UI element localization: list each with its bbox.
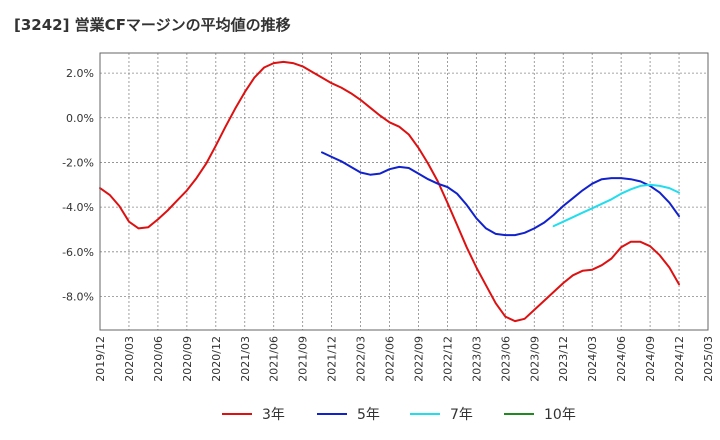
x-tick-label: 2022/06 [384,336,397,382]
x-tick-label: 2020/06 [152,336,165,382]
x-tick-label: 2021/09 [297,336,310,382]
legend-label: 7年 [450,407,473,423]
x-tick-label: 2020/12 [210,336,223,382]
y-tick-label: -8.0% [62,290,94,303]
legend-item-3: 10年 [504,407,576,423]
x-tick-label: 2023/12 [557,336,570,382]
legend-label: 5年 [357,407,380,423]
x-tick-label: 2021/06 [268,336,281,382]
x-tick-label: 2022/12 [441,336,454,382]
plot-frame [99,52,709,331]
x-tick-label: 2020/03 [123,336,136,382]
x-tick-label: 2021/03 [239,336,252,382]
x-axis-ticks: 2019/12 2020/03 2020/06 2020/09 2020/12 2021/… [94,336,715,382]
series-line-0 [99,60,680,323]
y-tick-label: -6.0% [62,246,94,259]
x-tick-label: 2022/03 [355,336,368,382]
x-tick-label: 2023/06 [499,336,512,382]
chart-title: [3242] 営業CFマージンの平均値の推移 [14,16,291,34]
y-axis-ticks: 2.0% 0.0% -2.0% -4.0% -6.0% -8.0% [62,67,94,303]
legend: 3年 5年 7年 10年 [222,407,576,423]
x-tick-label: 2024/09 [644,336,657,382]
legend-label: 10年 [544,407,576,423]
legend-item-2: 7年 [410,407,473,423]
legend-item-0: 3年 [222,407,285,423]
x-tick-label: 2023/09 [528,336,541,382]
legend-label: 3年 [262,407,285,423]
series-line-1 [321,151,680,237]
x-tick-label: 2024/06 [615,336,628,382]
grid [99,53,709,330]
y-tick-label: 0.0% [66,112,94,125]
legend-item-1: 5年 [317,407,380,423]
y-tick-label: -2.0% [62,156,94,169]
series-lines [99,60,680,323]
x-tick-label: 2024/12 [673,336,686,382]
x-tick-label: 2025/03 [702,336,715,382]
y-tick-label: -4.0% [62,201,94,214]
x-tick-label: 2021/12 [326,336,339,382]
x-tick-label: 2020/09 [181,336,194,382]
y-tick-label: 2.0% [66,67,94,80]
x-tick-label: 2023/03 [470,336,483,382]
series-line-2 [552,183,680,228]
x-tick-label: 2024/03 [586,336,599,382]
x-tick-label: 2022/09 [412,336,425,382]
x-tick-label: 2019/12 [94,336,107,382]
